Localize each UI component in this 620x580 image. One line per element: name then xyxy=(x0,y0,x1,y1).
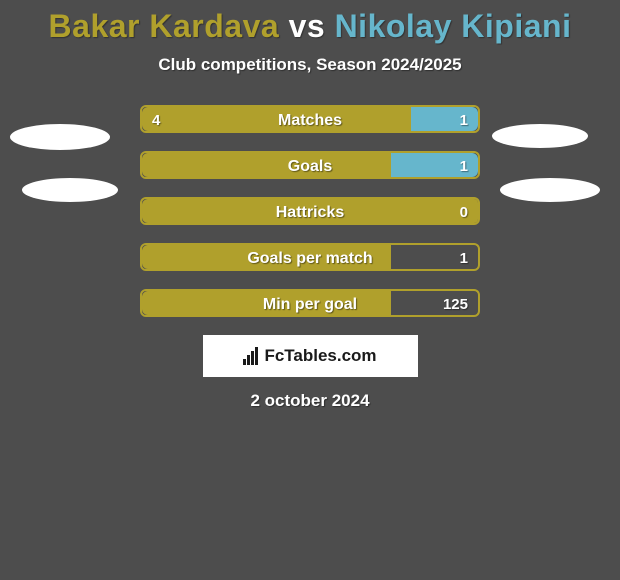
title-player1: Bakar Kardava xyxy=(49,8,280,44)
stat-bar-left xyxy=(142,291,391,315)
stat-bar-left xyxy=(142,245,391,269)
stat-left-value: 4 xyxy=(152,107,160,133)
stat-right-value: 1 xyxy=(460,245,468,271)
stat-row: 0Hattricks xyxy=(0,197,620,225)
comparison-infographic: Bakar Kardava vs Nikolay Kipiani Club co… xyxy=(0,0,620,580)
date: 2 october 2024 xyxy=(0,391,620,411)
logo-bars-icon xyxy=(243,347,258,365)
title-player2: Nikolay Kipiani xyxy=(335,8,572,44)
logo-box: FcTables.com xyxy=(203,335,418,377)
logo-bold: Tables xyxy=(284,346,337,365)
team-logo-placeholder xyxy=(500,178,600,202)
logo-post: .com xyxy=(337,346,377,365)
page-title: Bakar Kardava vs Nikolay Kipiani xyxy=(0,0,620,45)
stat-right-value: 1 xyxy=(460,153,468,179)
team-logo-placeholder xyxy=(22,178,118,202)
stat-bar-track: 41Matches xyxy=(140,105,480,133)
stat-bar-track: 125Min per goal xyxy=(140,289,480,317)
stat-bar-left xyxy=(142,107,411,131)
team-logo-placeholder xyxy=(10,124,110,150)
subtitle: Club competitions, Season 2024/2025 xyxy=(0,55,620,75)
stat-row: 125Min per goal xyxy=(0,289,620,317)
stat-right-value: 125 xyxy=(443,291,468,317)
stat-bar-track: 1Goals xyxy=(140,151,480,179)
stat-bar-track: 0Hattricks xyxy=(140,197,480,225)
title-vs: vs xyxy=(289,8,326,44)
stat-bar-track: 1Goals per match xyxy=(140,243,480,271)
stat-right-value: 1 xyxy=(460,107,468,133)
logo: FcTables.com xyxy=(243,346,376,366)
logo-pre: Fc xyxy=(264,346,284,365)
team-logo-placeholder xyxy=(492,124,588,148)
stat-bar-left xyxy=(142,153,391,177)
stat-row: 1Goals xyxy=(0,151,620,179)
stat-bar-left xyxy=(142,199,478,223)
stat-right-value: 0 xyxy=(460,199,468,225)
stat-row: 1Goals per match xyxy=(0,243,620,271)
